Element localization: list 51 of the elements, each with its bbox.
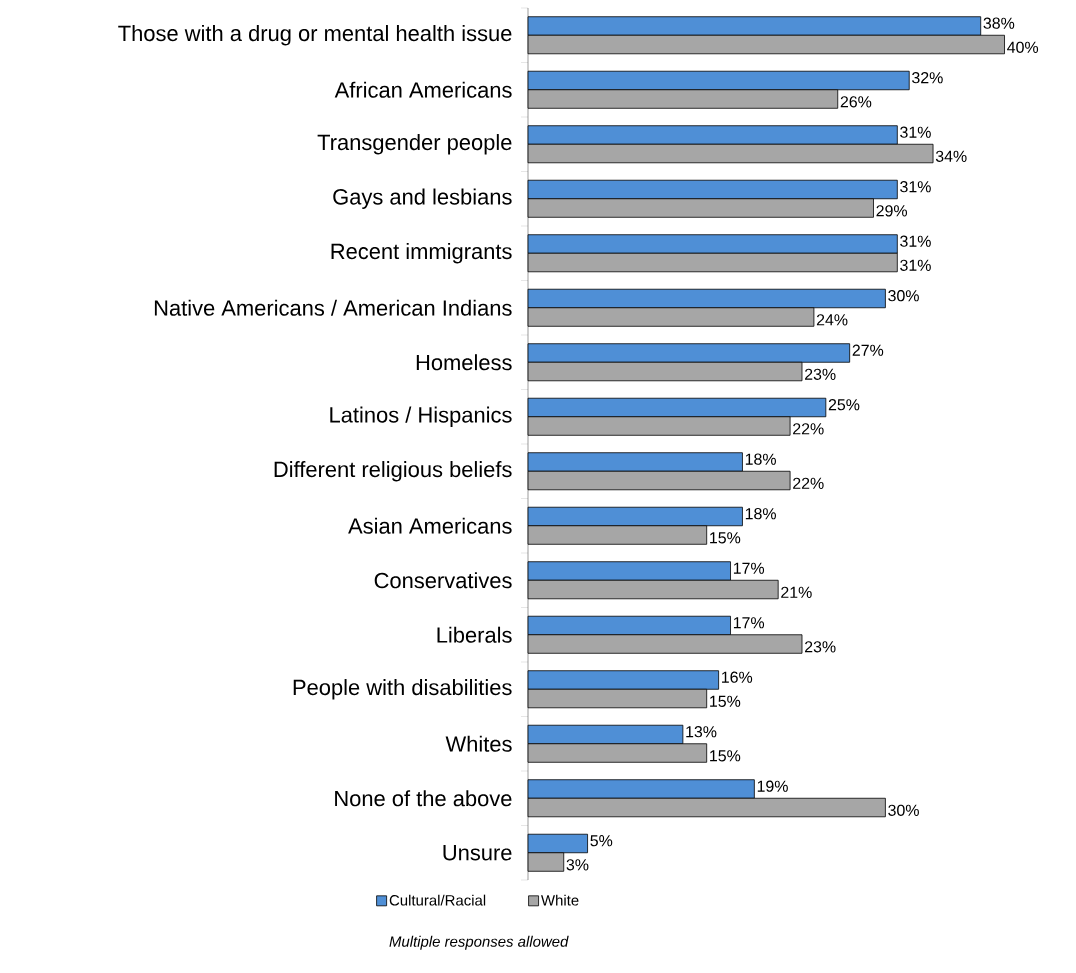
data-label: 29% xyxy=(876,205,908,217)
data-label: 23% xyxy=(805,641,836,653)
data-label: 15% xyxy=(710,750,741,762)
data-label: 31% xyxy=(900,181,931,193)
y-tick-label: Whites xyxy=(445,735,512,752)
data-label: 21% xyxy=(781,586,812,598)
data-label: 3% xyxy=(566,859,589,871)
data-label: 32% xyxy=(912,72,943,84)
data-label: 31% xyxy=(900,235,931,247)
y-tick-label: Conservatives xyxy=(374,572,512,589)
y-tick-label: Unsure xyxy=(443,845,512,861)
y-tick-label: Native Americans / American Indians xyxy=(154,299,512,316)
data-label: 40% xyxy=(1007,41,1039,53)
data-label: 22% xyxy=(793,477,824,489)
y-tick-label: Different religious beliefs xyxy=(274,461,512,482)
data-label: 19% xyxy=(757,780,788,792)
data-label: 23% xyxy=(805,368,836,380)
data-label: 22% xyxy=(793,423,824,435)
data-label: 16% xyxy=(722,671,753,683)
y-tick-label: Recent immigrants xyxy=(331,243,512,264)
data-label: 34% xyxy=(935,150,967,162)
data-label: 31% xyxy=(900,259,931,271)
data-label: 13% xyxy=(686,726,717,738)
data-label: 17% xyxy=(733,562,765,574)
data-label: 18% xyxy=(745,508,776,520)
legend-label: Cultural/Racial xyxy=(389,894,486,906)
data-label: 30% xyxy=(888,804,919,816)
data-label: 24% xyxy=(816,314,848,326)
data-label: 31% xyxy=(900,126,931,138)
y-tick-label: People with disabilities xyxy=(293,679,512,700)
data-label: 5% xyxy=(590,835,613,847)
y-tick-label: African Americans xyxy=(334,81,512,98)
data-label: 15% xyxy=(710,695,741,707)
text: Multiple responses allowed xyxy=(389,935,569,950)
data-label: 25% xyxy=(828,399,860,411)
legend-label: White xyxy=(541,894,579,906)
y-tick-label: Transgender people xyxy=(317,134,512,155)
y-tick-label: Asian Americans xyxy=(348,517,512,534)
y-tick-label: Homeless xyxy=(416,354,512,371)
y-tick-label: Those with a drug or mental health issue xyxy=(118,25,512,46)
y-tick-label: Latinos / Hispanics xyxy=(330,406,512,427)
y-tick-label: Liberals xyxy=(437,626,512,643)
data-label: 15% xyxy=(710,532,741,544)
data-label: 27% xyxy=(852,344,884,356)
y-tick-label: Gays and lesbians xyxy=(333,188,512,209)
data-label: 30% xyxy=(888,290,919,302)
data-label: 38% xyxy=(983,17,1015,29)
data-label: 17% xyxy=(733,617,765,629)
data-label: 26% xyxy=(840,96,872,108)
data-label: 18% xyxy=(745,453,776,465)
y-tick-label: None of the above xyxy=(335,790,512,807)
